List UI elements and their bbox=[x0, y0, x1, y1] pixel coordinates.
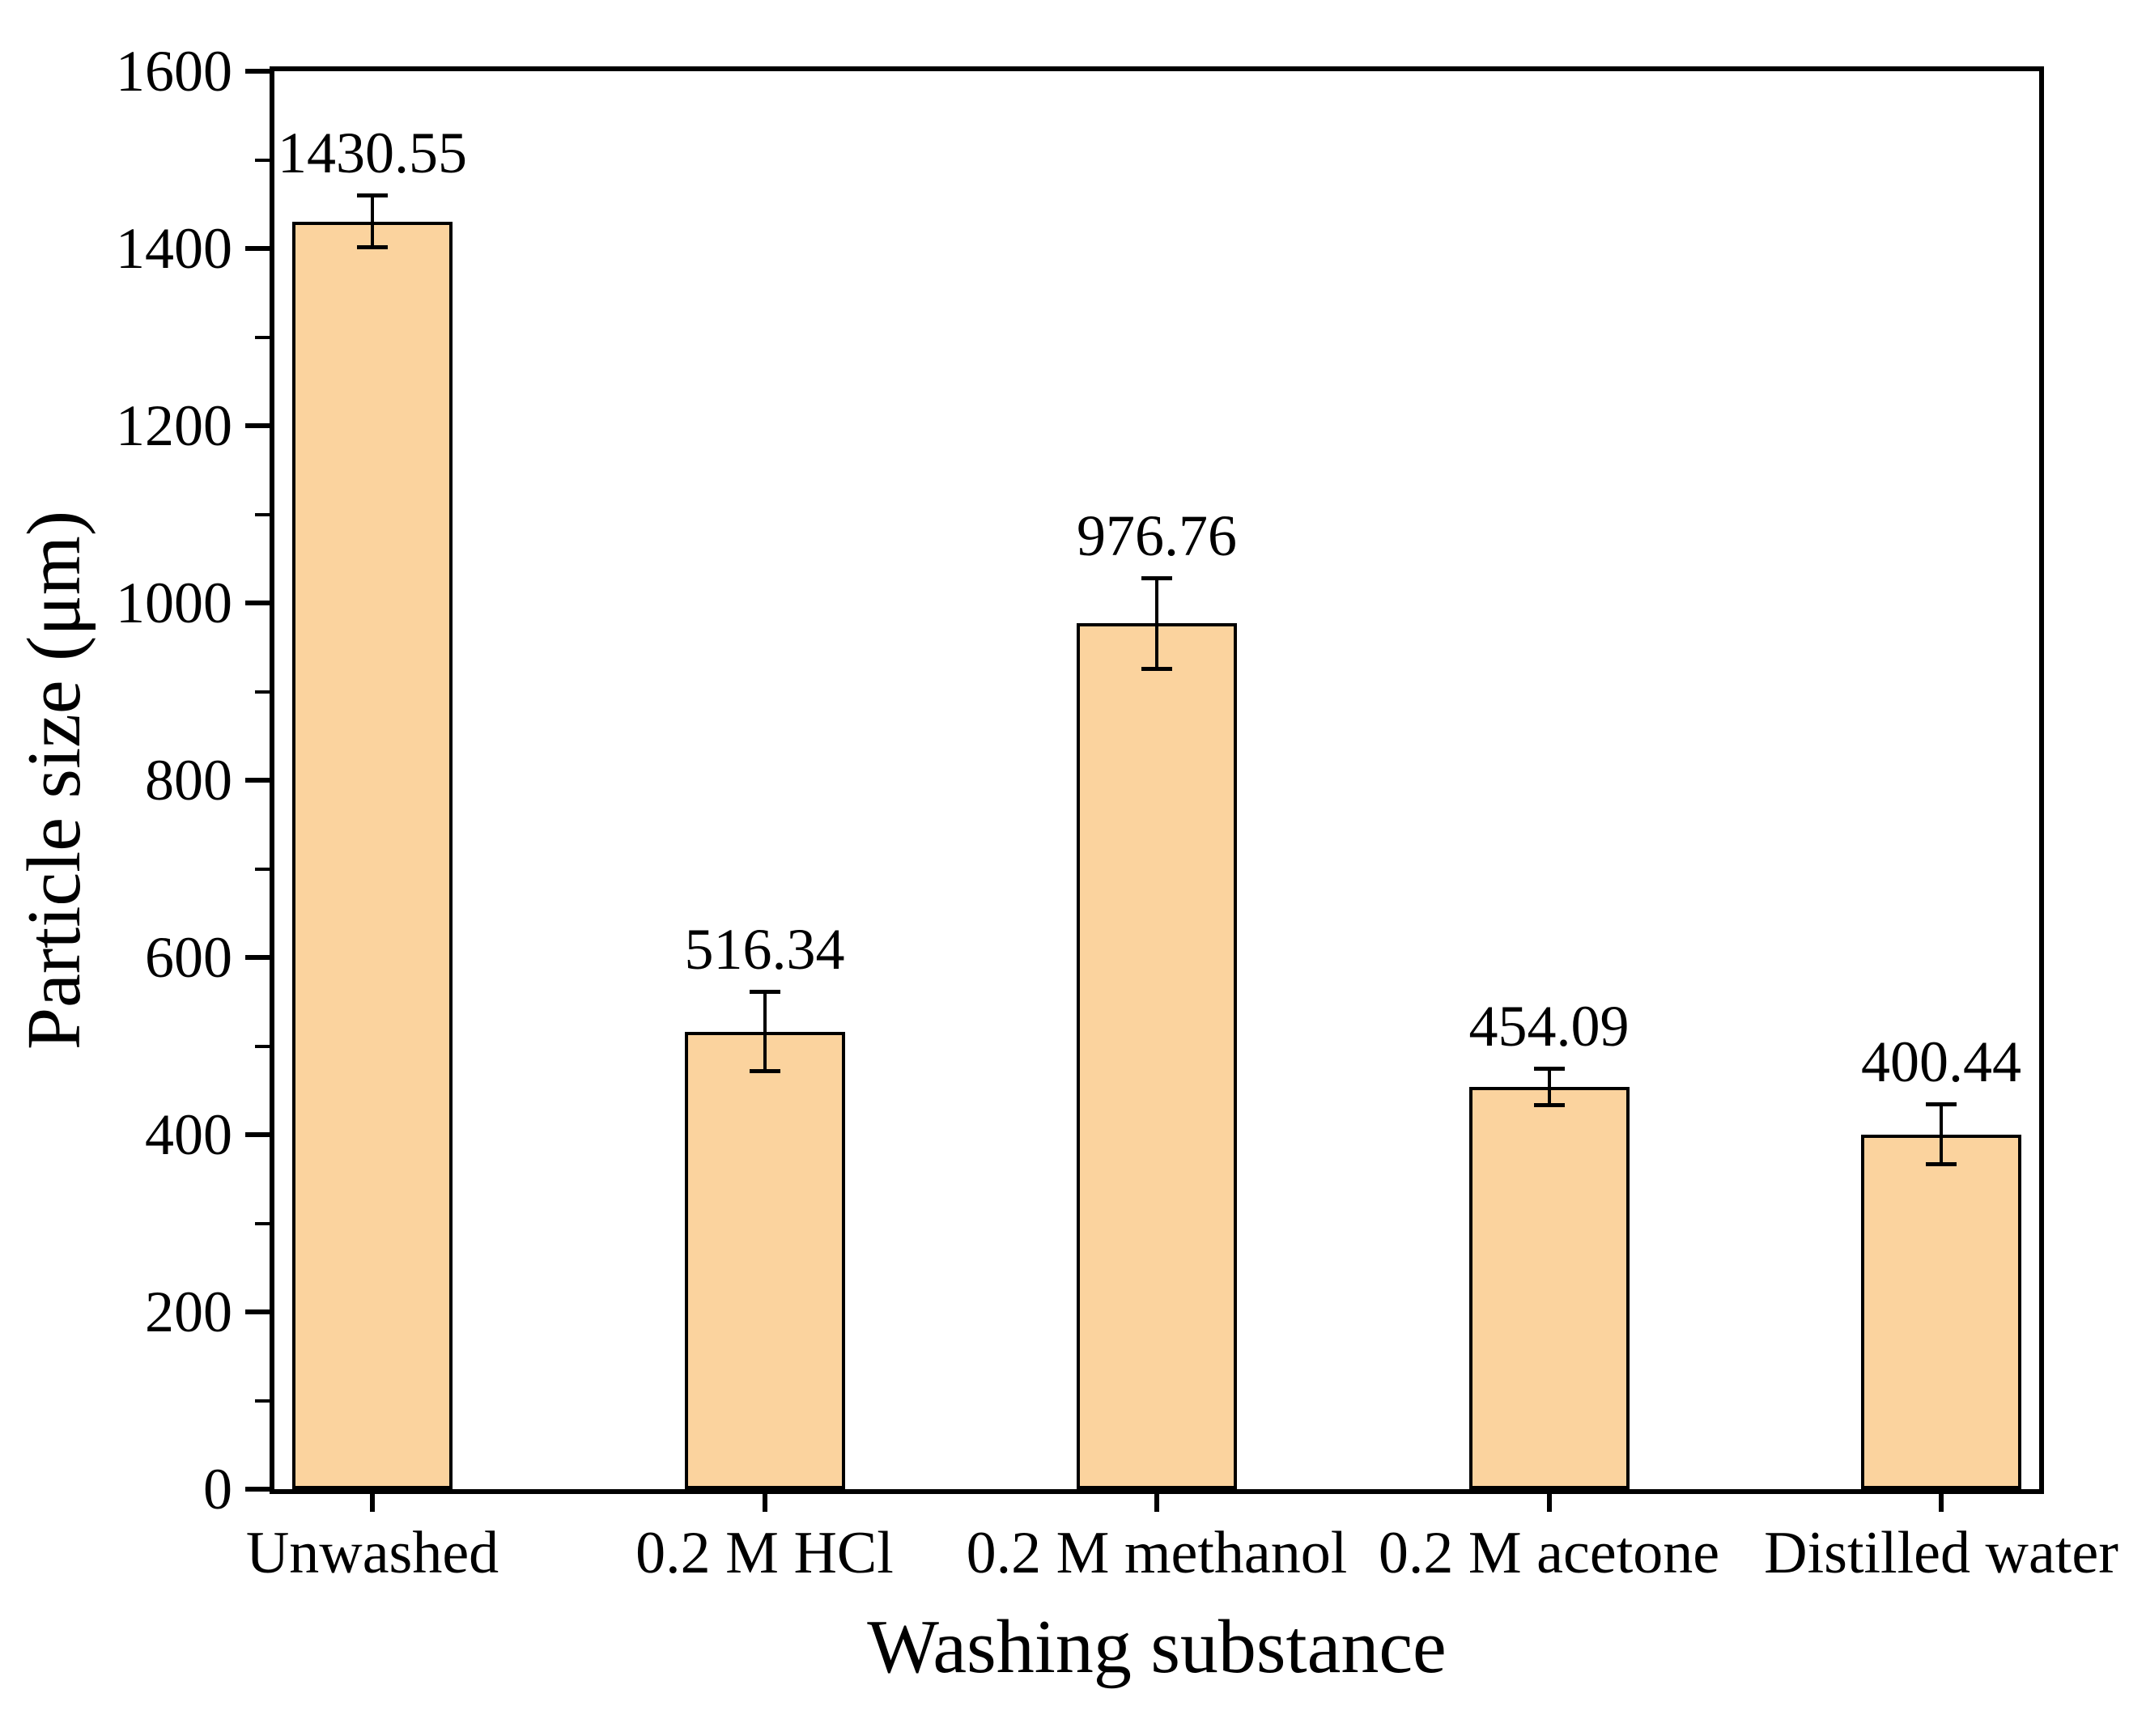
plot-area: Washing substance Particle size (μm) 0 20… bbox=[12, 42, 2118, 1685]
x-axis-tick bbox=[1939, 1489, 1944, 1512]
y-axis-minor-tick bbox=[255, 867, 270, 871]
y-axis-tick-label: 0 bbox=[203, 1457, 232, 1522]
bar bbox=[684, 1031, 845, 1489]
y-axis-major-tick bbox=[245, 778, 270, 783]
error-bar-top-cap bbox=[357, 193, 388, 197]
error-bar-bottom-cap bbox=[1141, 667, 1172, 672]
x-axis-category-label: 0.2 M acetone bbox=[1378, 1520, 1720, 1586]
y-axis-major-tick bbox=[245, 1309, 270, 1314]
y-axis-minor-tick bbox=[255, 158, 270, 162]
y-axis-minor-tick bbox=[255, 1044, 270, 1048]
y-axis-tick-label: 800 bbox=[145, 748, 232, 813]
bar bbox=[1468, 1086, 1630, 1489]
error-bar-bottom-cap bbox=[1533, 1102, 1565, 1107]
error-bar-top-cap bbox=[1926, 1102, 1957, 1107]
bar-value-label: 400.44 bbox=[1861, 1029, 2021, 1095]
y-axis-tick-label: 600 bbox=[145, 925, 232, 990]
y-axis-minor-tick bbox=[255, 690, 270, 694]
error-bar-line bbox=[763, 991, 767, 1072]
y-axis-major-tick bbox=[245, 69, 270, 74]
error-bar-bottom-cap bbox=[1926, 1161, 1957, 1166]
error-bar-line bbox=[1547, 1067, 1551, 1106]
error-bar-bottom-cap bbox=[357, 245, 388, 250]
y-axis-tick-label: 1200 bbox=[116, 393, 232, 458]
y-axis-tick-label: 1400 bbox=[116, 216, 232, 281]
x-axis-category-label: Unwashed bbox=[245, 1520, 499, 1586]
bar bbox=[1077, 623, 1237, 1489]
error-bar-top-cap bbox=[1141, 575, 1172, 580]
error-bar-line bbox=[371, 194, 374, 248]
x-axis-tick bbox=[1546, 1489, 1552, 1512]
bar-value-label: 516.34 bbox=[684, 917, 845, 983]
x-axis-category-label: Distilled water bbox=[1764, 1520, 2118, 1586]
x-axis-tick bbox=[762, 1489, 767, 1512]
y-axis-major-tick bbox=[245, 423, 270, 428]
bar-value-label: 454.09 bbox=[1468, 993, 1630, 1059]
y-axis-minor-tick bbox=[255, 335, 270, 339]
error-bar-line bbox=[1155, 577, 1158, 670]
x-axis-category-label: 0.2 M HCl bbox=[635, 1520, 894, 1586]
y-axis-tick-label: 400 bbox=[145, 1102, 232, 1167]
x-axis-tick bbox=[1154, 1489, 1159, 1512]
y-axis-major-tick bbox=[245, 246, 270, 251]
bar-value-label: 976.76 bbox=[1077, 503, 1237, 568]
y-axis-title: Particle size (μm) bbox=[12, 510, 96, 1051]
y-axis-major-tick bbox=[245, 1132, 270, 1137]
error-bar-line bbox=[1940, 1104, 1943, 1165]
y-axis-major-tick bbox=[245, 955, 270, 960]
bar-value-label: 1430.55 bbox=[278, 120, 467, 185]
y-axis-major-tick bbox=[245, 1487, 270, 1492]
bar bbox=[1861, 1134, 2021, 1489]
error-bar-bottom-cap bbox=[749, 1068, 780, 1073]
error-bar-top-cap bbox=[1533, 1066, 1565, 1071]
y-axis-tick-label: 200 bbox=[145, 1280, 232, 1344]
y-axis-tick-label: 1000 bbox=[116, 571, 232, 635]
y-axis-minor-tick bbox=[255, 1221, 270, 1225]
bar bbox=[292, 221, 453, 1489]
y-axis-minor-tick bbox=[255, 512, 270, 516]
error-bar-top-cap bbox=[749, 990, 780, 995]
x-axis-category-label: 0.2 M methanol bbox=[966, 1520, 1348, 1586]
y-axis-tick-label: 1600 bbox=[116, 39, 232, 104]
x-axis-tick bbox=[370, 1489, 375, 1512]
y-axis-minor-tick bbox=[255, 1399, 270, 1403]
x-axis-title: Washing substance bbox=[867, 1605, 1447, 1689]
y-axis-major-tick bbox=[245, 601, 270, 605]
